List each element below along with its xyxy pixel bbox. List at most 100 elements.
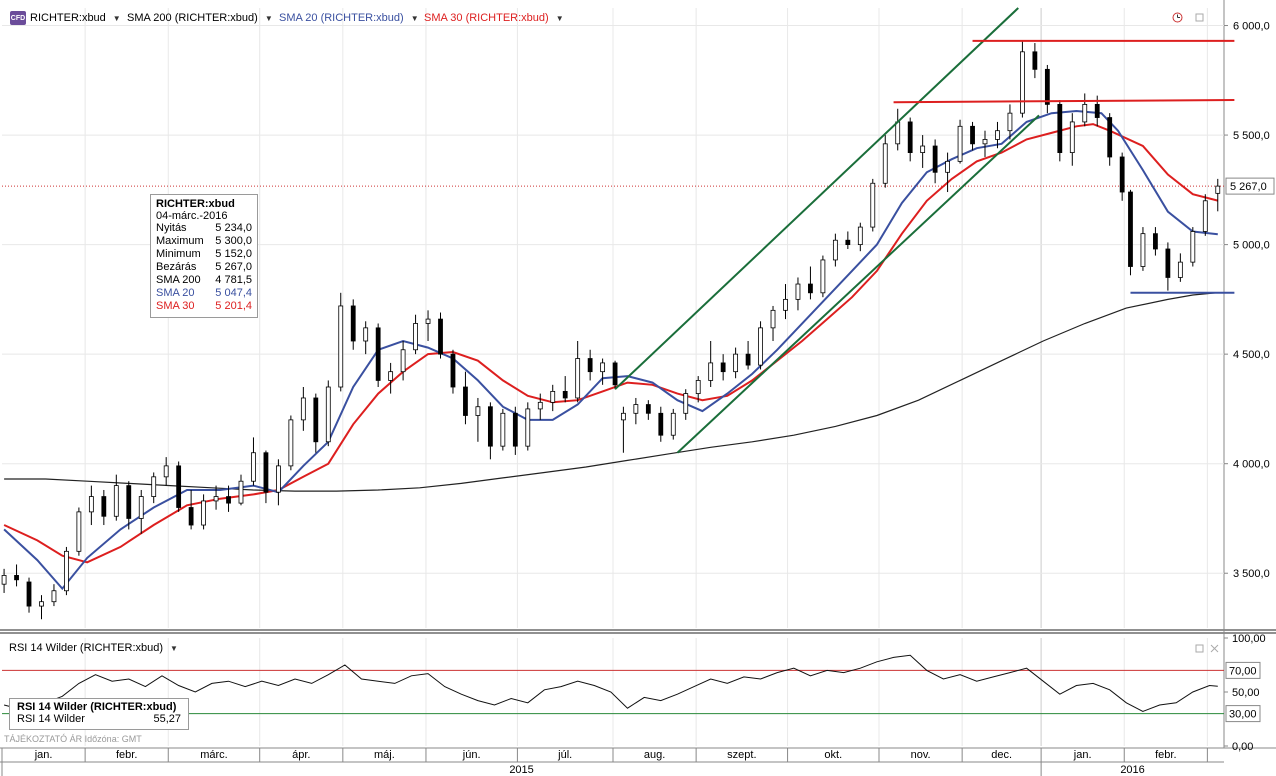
candle-body bbox=[500, 412, 506, 447]
candle-body bbox=[633, 404, 639, 414]
candle-body bbox=[783, 298, 788, 311]
rsi-header[interactable]: RSI 14 Wilder (RICHTER:xbud) ▼ bbox=[9, 639, 178, 657]
info-row-sma200: SMA 200 4 781,5 bbox=[156, 274, 252, 286]
rsi-box-title: RSI 14 Wilder (RICHTER:xbud) bbox=[17, 701, 177, 713]
chevron-down-icon[interactable]: ▼ bbox=[112, 13, 121, 23]
rsi-level-label: 30,00 bbox=[1229, 709, 1257, 721]
year-tick-label: 2015 bbox=[509, 764, 533, 776]
info-title: RICHTER:xbud bbox=[156, 198, 235, 210]
candle-body bbox=[720, 362, 726, 373]
price-tick-label: 5 000,0 bbox=[1233, 240, 1270, 252]
candle-body bbox=[808, 283, 813, 294]
price-tick-label: 4 500,0 bbox=[1233, 349, 1270, 361]
info-row-close: Bezárás 5 267,0 bbox=[156, 261, 252, 273]
rsi-tick-label: 50,00 bbox=[1232, 687, 1260, 699]
candle-body bbox=[176, 465, 182, 508]
candle-body bbox=[313, 397, 319, 443]
candle-body bbox=[26, 581, 32, 607]
candle-body bbox=[39, 601, 44, 607]
candle-body bbox=[745, 353, 751, 366]
month-tick-label: jún. bbox=[462, 749, 481, 761]
sma20-label: SMA 20 (RICHTER:xbud) bbox=[279, 12, 404, 24]
candle-body bbox=[1119, 156, 1125, 193]
month-tick-label: aug. bbox=[644, 749, 665, 761]
price-tick-label: 3 500,0 bbox=[1233, 568, 1270, 580]
candle-body bbox=[550, 390, 556, 403]
maximize-icon[interactable] bbox=[1194, 643, 1205, 654]
legend-sma200[interactable]: SMA 200 (RICHTER:xbud) ▼ bbox=[127, 9, 273, 27]
legend-sma30[interactable]: SMA 30 (RICHTER:xbud) ▼ bbox=[424, 9, 564, 27]
info-date: 04-márc.-2016 bbox=[156, 210, 228, 222]
candle-body bbox=[400, 349, 406, 373]
candle-body bbox=[188, 507, 194, 526]
rsi-level-box bbox=[1225, 705, 1261, 723]
last-price-label: 5 267,0 bbox=[1230, 181, 1267, 193]
rsi-level-box bbox=[1225, 661, 1261, 679]
candle-body bbox=[1082, 103, 1088, 123]
month-tick-label: dec. bbox=[991, 749, 1012, 761]
chevron-down-icon[interactable]: ▼ bbox=[170, 643, 178, 653]
candle-body bbox=[325, 386, 331, 443]
candle-body bbox=[670, 412, 676, 436]
candle-body bbox=[870, 182, 876, 228]
month-tick-label: febr. bbox=[1155, 749, 1176, 761]
month-tick-label: ápr. bbox=[292, 749, 310, 761]
chevron-down-icon[interactable]: ▼ bbox=[264, 13, 273, 23]
candle-body bbox=[1069, 121, 1075, 153]
candle-body bbox=[1032, 51, 1038, 70]
candle-body bbox=[463, 386, 468, 416]
close-icon[interactable] bbox=[1209, 643, 1220, 654]
candle-body bbox=[882, 143, 888, 184]
candle-body bbox=[113, 485, 119, 517]
rsi-tick-label: 0,00 bbox=[1232, 741, 1253, 753]
trendline-resistance-mid bbox=[893, 99, 1235, 104]
instrument-label[interactable]: RICHTER:xbud bbox=[30, 12, 106, 24]
candle-body bbox=[201, 500, 206, 526]
candle-body bbox=[1140, 233, 1146, 267]
candle-body bbox=[512, 412, 518, 447]
candle-body bbox=[1007, 112, 1013, 132]
maximize-icon[interactable] bbox=[1194, 12, 1205, 23]
legend-sma20[interactable]: SMA 20 (RICHTER:xbud) ▼ bbox=[279, 9, 419, 27]
candle-body bbox=[151, 476, 157, 497]
candle-body bbox=[1020, 51, 1025, 114]
info-row-open: Nyitás 5 234,0 bbox=[156, 222, 252, 234]
last-price-box bbox=[1225, 177, 1275, 195]
month-tick-label: jan. bbox=[1073, 749, 1092, 761]
candle-body bbox=[1, 575, 7, 585]
month-tick-label: okt. bbox=[824, 749, 842, 761]
candle-body bbox=[226, 496, 231, 504]
candle-body bbox=[695, 380, 701, 394]
chevron-down-icon[interactable]: ▼ bbox=[410, 13, 419, 23]
candle-body bbox=[587, 358, 593, 373]
price-info-box: RICHTER:xbud 04-márc.-2016 Nyitás 5 234,0… bbox=[150, 194, 258, 318]
candle-body bbox=[733, 353, 739, 373]
sma200-label: SMA 200 (RICHTER:xbud) bbox=[127, 12, 258, 24]
chevron-down-icon[interactable]: ▼ bbox=[555, 13, 564, 23]
clock-icon[interactable] bbox=[1172, 12, 1183, 23]
candle-body bbox=[388, 371, 394, 381]
candle-body bbox=[300, 397, 306, 421]
candle-body bbox=[350, 305, 356, 342]
candle-body bbox=[575, 358, 581, 399]
candle-body bbox=[487, 406, 493, 447]
candle-body bbox=[338, 305, 344, 388]
info-row-sma30: SMA 30 5 201,4 bbox=[156, 300, 252, 312]
rsi-level-label: 70,00 bbox=[1229, 665, 1257, 677]
year-tick-label: 2016 bbox=[1120, 764, 1144, 776]
candle-body bbox=[658, 412, 664, 436]
candle-body bbox=[1128, 191, 1133, 267]
candle-body bbox=[932, 145, 938, 173]
candle-body bbox=[126, 485, 132, 519]
rsi-info-box: RSI 14 Wilder (RICHTER:xbud) RSI 14 Wild… bbox=[9, 698, 189, 730]
candle-body bbox=[537, 401, 543, 410]
candle-body bbox=[845, 239, 851, 246]
candle-body bbox=[1202, 200, 1208, 232]
candle-body bbox=[645, 404, 651, 414]
candle-body bbox=[1107, 117, 1113, 158]
candle-body bbox=[920, 145, 926, 153]
candle-body bbox=[213, 496, 219, 502]
candle-body bbox=[101, 496, 107, 517]
month-tick-label: nov. bbox=[911, 749, 931, 761]
